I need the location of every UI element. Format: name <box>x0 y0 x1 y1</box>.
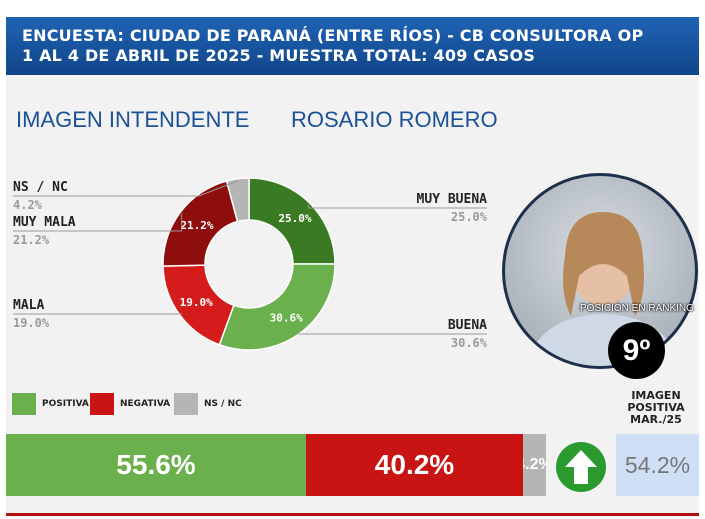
person-silhouette-icon <box>526 212 680 366</box>
ranking-label: POSICIÓN EN RANKING <box>580 303 694 314</box>
previous-image-title: IMAGEN POSITIVA MAR./25 <box>627 389 685 426</box>
value-muy-buena: 25.0% <box>450 210 487 224</box>
bar-negativa: 40.2% <box>306 434 523 496</box>
donut-data-label: 30.6% <box>270 311 303 324</box>
ranking-badge: 9º <box>608 322 665 379</box>
value-ns-nc: 4.2% <box>13 198 42 212</box>
value-muy-mala: 21.2% <box>13 233 50 247</box>
label-muy-buena: MUY BUENA <box>416 192 487 207</box>
bar-label-negativa: 40.2% <box>374 449 455 480</box>
leader-line <box>13 180 239 197</box>
donut-slice-muy-buena <box>248 177 336 265</box>
previous-positive-value: 54.2% <box>624 451 691 478</box>
bar-label-positiva: 55.6% <box>116 449 196 480</box>
leader-line <box>13 213 183 232</box>
header-banner: ENCUESTA: CIUDAD DE PARANÁ (ENTRE RÍOS) … <box>6 17 699 75</box>
legend-label-ns-nc: NS / NC <box>204 399 242 409</box>
bar-positiva: 55.6% <box>6 434 306 496</box>
header-line-1: ENCUESTA: CIUDAD DE PARANÁ (ENTRE RÍOS) … <box>22 26 644 45</box>
donut-data-label: 21.2% <box>180 219 213 232</box>
label-buena: BUENA <box>447 318 487 333</box>
up-arrow-icon <box>556 442 606 492</box>
legend-item-positiva: POSITIVA <box>12 393 89 415</box>
label-ns-nc: NS / NC <box>13 180 68 195</box>
leader-line <box>307 204 487 209</box>
bottom-divider <box>6 513 699 516</box>
legend-item-ns-nc: NS / NC <box>174 393 242 415</box>
legend-swatch-ns-nc <box>174 393 198 415</box>
donut-slice-ns-nc <box>225 177 250 223</box>
legend-swatch-negativa <box>90 393 114 415</box>
donut-slice-buena <box>218 263 336 351</box>
bar-label-ns-nc: 4.2% <box>523 456 546 473</box>
legend-swatch-positiva <box>12 393 36 415</box>
legend-label-positiva: POSITIVA <box>42 399 89 409</box>
donut-data-label: 25.0% <box>278 212 311 225</box>
previous-positive-box: 54.2% <box>616 434 699 496</box>
value-buena: 30.6% <box>450 336 487 350</box>
label-muy-mala: MUY MALA <box>13 215 76 230</box>
bar-ns-nc: 4.2% <box>523 434 546 496</box>
leader-line <box>296 332 487 335</box>
legend-item-negativa: NEGATIVA <box>90 393 170 415</box>
value-mala: 19.0% <box>13 316 50 330</box>
header-line-2: 1 AL 4 DE ABRIL DE 2025 - MUESTRA TOTAL:… <box>22 46 536 65</box>
legend-label-negativa: NEGATIVA <box>120 399 171 409</box>
label-mala: MALA <box>13 298 45 313</box>
donut-data-label: 19.0% <box>180 296 213 309</box>
leader-line <box>13 312 182 315</box>
person-name: ROSARIO ROMERO <box>291 107 498 132</box>
section-title: IMAGEN INTENDENTE <box>16 107 250 132</box>
candidate-photo <box>502 173 698 369</box>
